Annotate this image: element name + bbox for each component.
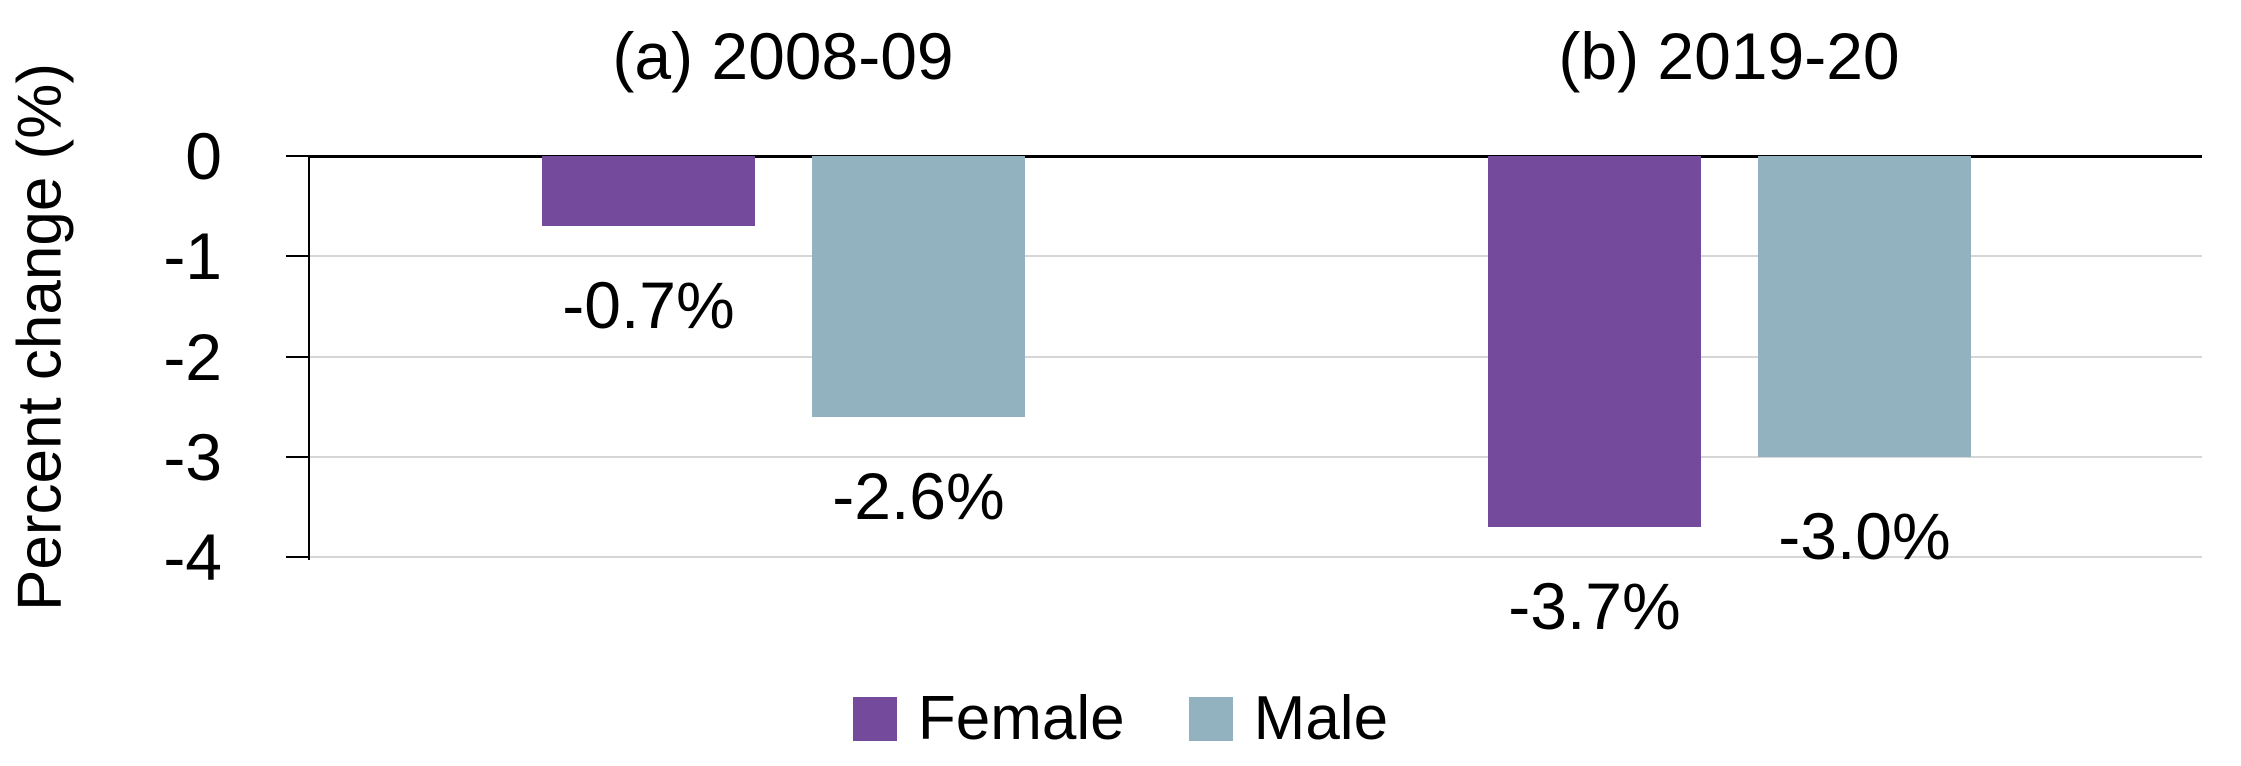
bar-value-label-female-b: -3.7% [1508, 569, 1681, 643]
y-axis-tick--2 [286, 356, 310, 358]
y-tick-label--4: -4 [163, 520, 222, 594]
panel-title-a: (a) 2008-09 [612, 19, 954, 93]
legend-male-label: Male [1253, 684, 1389, 753]
legend-item-female: Female [852, 684, 1125, 753]
bar-value-label-male-b: -3.0% [1778, 499, 1951, 573]
legend-item-male: Male [1188, 684, 1389, 753]
y-tick-label--2: -2 [163, 320, 222, 394]
legend-female-swatch-icon [852, 697, 897, 741]
y-tick-label--3: -3 [163, 420, 222, 494]
y-axis-line [308, 156, 310, 560]
bar-male-a [812, 156, 1025, 417]
gridline--4 [310, 556, 2202, 558]
y-axis-tick--1 [286, 255, 310, 257]
legend-male-swatch-icon [1188, 697, 1233, 741]
gridline--1 [310, 255, 2202, 257]
bar-value-label-female-a: -0.7% [562, 268, 735, 342]
legend: Female Male [0, 688, 2241, 750]
y-axis-tick--4 [286, 556, 310, 558]
legend-female-label: Female [917, 684, 1125, 753]
bar-male-b [1758, 156, 1971, 457]
y-axis-tick-0 [286, 155, 310, 157]
y-axis-tick--3 [286, 456, 310, 458]
bar-value-label-male-a: -2.6% [832, 459, 1005, 533]
panel-title-b: (b) 2019-20 [1558, 19, 1900, 93]
gridline--2 [310, 356, 2202, 358]
bar-female-a [542, 156, 755, 226]
zero-gridline [310, 155, 2202, 158]
y-tick-label-0: 0 [185, 119, 222, 193]
y-tick-label--1: -1 [163, 219, 222, 293]
gridline--3 [310, 456, 2202, 458]
bar-female-b [1488, 156, 1701, 527]
